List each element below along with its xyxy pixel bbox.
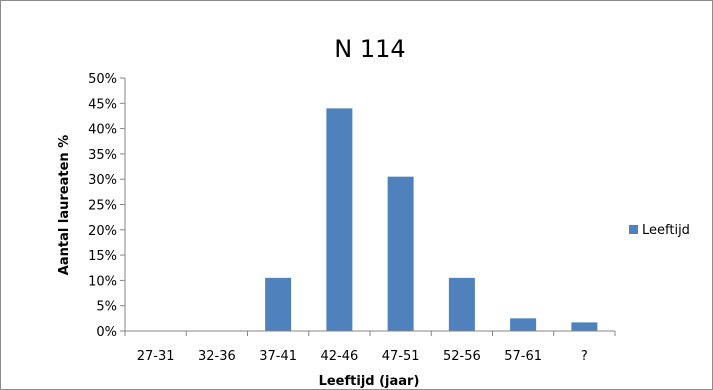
y-tick-label: 25% bbox=[88, 199, 117, 214]
y-tick-label: 10% bbox=[88, 274, 117, 289]
bar bbox=[448, 277, 475, 331]
legend: Leeftijd bbox=[629, 223, 690, 238]
x-tick-label: 32-36 bbox=[198, 349, 236, 364]
bars bbox=[265, 108, 598, 331]
y-tick-label: 40% bbox=[88, 123, 117, 138]
chart-title: N 114 bbox=[334, 35, 405, 63]
legend-swatch bbox=[629, 225, 638, 234]
y-tick-label: 35% bbox=[88, 148, 117, 163]
x-tick-label: 27-31 bbox=[137, 349, 175, 364]
legend-label: Leeftijd bbox=[642, 223, 690, 238]
y-tick-label: 30% bbox=[88, 173, 117, 188]
y-tick-label: 20% bbox=[88, 224, 117, 239]
x-tick-label: 52-56 bbox=[443, 349, 481, 364]
y-tick-label: 50% bbox=[88, 72, 117, 87]
y-axis-title: Aantal laureaten % bbox=[57, 135, 72, 275]
x-tick-label: 37-41 bbox=[259, 349, 297, 364]
bar bbox=[571, 322, 598, 331]
y-tick-label: 0% bbox=[96, 325, 117, 340]
y-tick-label: 45% bbox=[88, 97, 117, 112]
y-axis: 0% 5% 10% 15% 20% 25% 30% 35% 40% 45% 50% bbox=[88, 72, 126, 340]
x-tick-label: ? bbox=[581, 349, 588, 364]
y-tick-label: 5% bbox=[96, 300, 117, 315]
y-tick-label: 15% bbox=[88, 249, 117, 264]
x-tick-label: 42-46 bbox=[320, 349, 358, 364]
x-axis: 27-31 32-36 37-41 42-46 47-51 52-56 57-61? bbox=[124, 330, 616, 364]
bar bbox=[265, 277, 292, 331]
bar bbox=[510, 318, 537, 331]
bar bbox=[326, 108, 353, 331]
x-tick-label: 47-51 bbox=[382, 349, 420, 364]
bar bbox=[387, 176, 414, 331]
x-tick-label: 57-61 bbox=[504, 349, 542, 364]
x-axis-title: Leeftijd (jaar) bbox=[319, 374, 420, 389]
